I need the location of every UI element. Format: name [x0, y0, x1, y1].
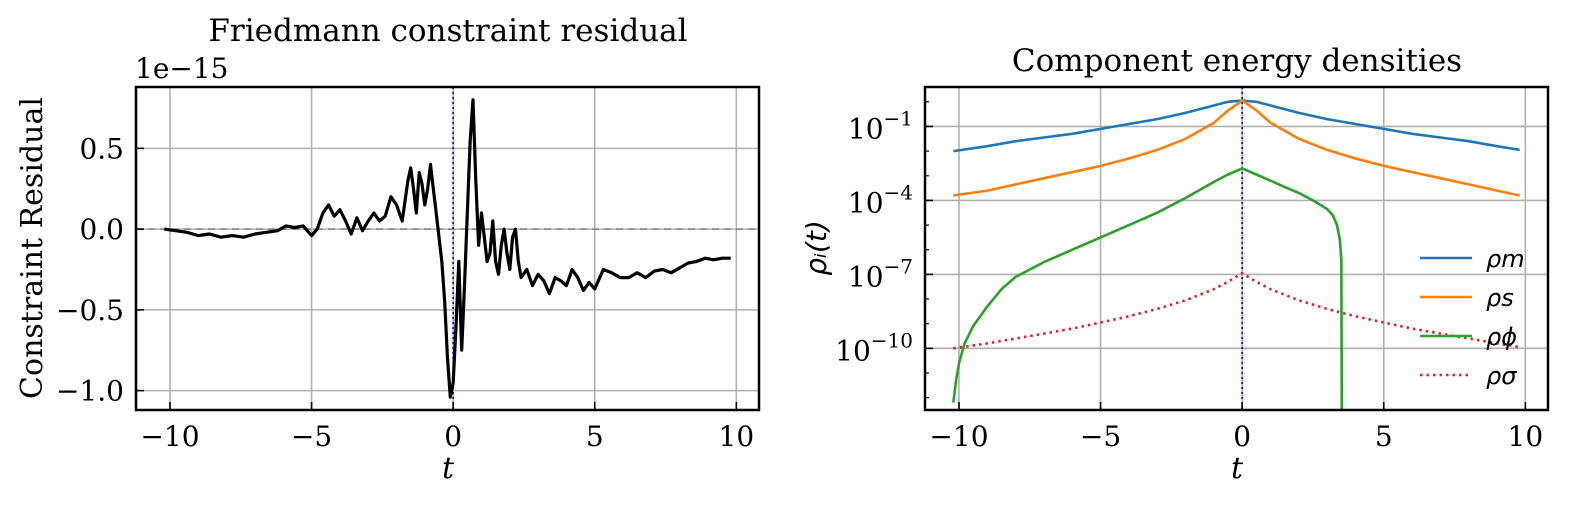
energy-axes-frame [923, 85, 1550, 412]
residual-ticks: −10 −5 0 5 10 −1.0 −0.5 0.0 0.5 [56, 132, 754, 453]
energy-x-tick-label: 5 [1375, 420, 1393, 453]
energy-y-tick-label: 10−7 [848, 254, 913, 293]
residual-x-tick-label: 10 [719, 420, 755, 453]
legend-label-0: ρm [1486, 245, 1525, 273]
residual-chart-title: Friedmann constraint residual [208, 13, 687, 49]
residual-y-tick-label: 0.5 [79, 132, 124, 165]
energy-y-tick-label: 10−4 [848, 180, 913, 219]
energy-chart-title: Component energy densities [1012, 43, 1462, 79]
energy-density-panel: Component energy densities ρᵢ(t) t −10 −5… [800, 43, 1550, 486]
residual-panel: Friedmann constraint residual 1e−15 Cons… [15, 13, 761, 486]
energy-y-tick-label: 10−10 [835, 328, 913, 367]
energy-legend: ρm ρs ρϕ ρσ [1420, 245, 1525, 390]
residual-series [164, 98, 731, 399]
legend-label-3: ρσ [1486, 362, 1517, 390]
residual-axes-frame [134, 85, 761, 412]
energy-y-tick-exponent: −1 [884, 106, 913, 130]
energy-y-axis-label: ρᵢ(t) [800, 220, 833, 276]
residual-reference-lines [136, 87, 759, 410]
energy-y-tick-base: 10 [848, 260, 884, 293]
energy-x-tick-label: 0 [1233, 420, 1251, 453]
residual-x-tick-label: 0 [444, 420, 462, 453]
energy-y-tick-base: 10 [835, 334, 871, 367]
energy-y-tick-exponent: −4 [884, 180, 913, 204]
legend-label-1: ρs [1486, 284, 1514, 312]
residual-y-tick-label: −0.5 [56, 294, 124, 327]
residual-x-tick-label: 5 [586, 420, 604, 453]
energy-y-tick-base: 10 [848, 112, 884, 145]
residual-y-axis-label: Constraint Residual [15, 97, 50, 399]
energy-series-line-2 [952, 167, 1344, 410]
residual-grid [136, 87, 759, 410]
residual-series-line-0 [164, 98, 731, 399]
energy-grid [925, 87, 1548, 410]
energy-series-line-3 [953, 271, 1520, 350]
residual-x-tick-label: −10 [140, 420, 199, 453]
energy-series-line-1 [953, 99, 1520, 197]
energy-y-tick-base: 10 [848, 186, 884, 219]
energy-x-tick-label: −10 [929, 420, 988, 453]
energy-x-tick-label: −5 [1080, 420, 1121, 453]
residual-x-axis-label: t [442, 451, 455, 486]
residual-y-tick-label: 0.0 [79, 213, 124, 246]
energy-y-tick-exponent: −7 [884, 254, 913, 278]
energy-x-tick-label: 10 [1508, 420, 1544, 453]
energy-x-axis-label: t [1231, 451, 1244, 486]
energy-y-tick-label: 10−1 [848, 106, 913, 145]
energy-series [952, 99, 1520, 410]
residual-offset-text: 1e−15 [135, 52, 228, 85]
residual-x-tick-label: −5 [291, 420, 332, 453]
legend-label-2: ρϕ [1486, 323, 1517, 351]
residual-y-tick-label: −1.0 [56, 375, 124, 408]
energy-y-tick-exponent: −10 [871, 328, 913, 352]
